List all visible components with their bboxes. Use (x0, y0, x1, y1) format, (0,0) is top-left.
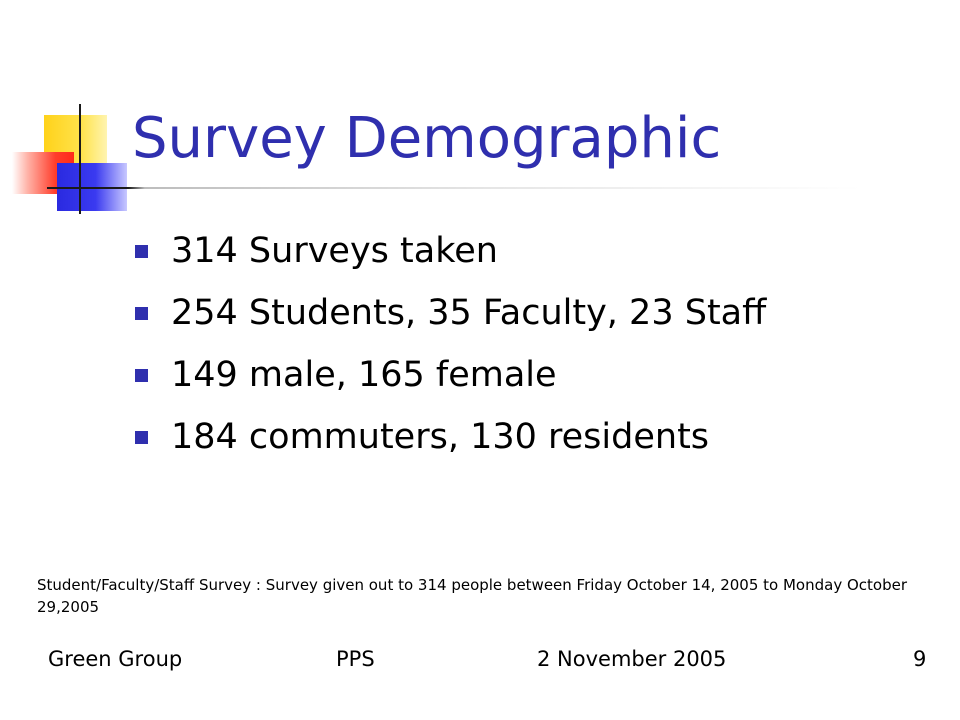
bullet-item: 184 commuters, 130 residents (135, 406, 766, 468)
footer-date: 2 November 2005 (537, 647, 727, 671)
bullet-text: 184 commuters, 130 residents (171, 417, 710, 457)
logo-vertical-line (79, 104, 81, 214)
bullet-item: 254 Students, 35 Faculty, 23 Staff (135, 282, 766, 344)
square-bullet-icon (135, 430, 148, 444)
footer-group-name: Green Group (48, 647, 183, 671)
bullet-item: 149 male, 165 female (135, 344, 766, 406)
square-bullet-icon (135, 368, 148, 382)
bullet-item: 314 Surveys taken (135, 220, 766, 282)
slide-title: Survey Demographic (132, 106, 722, 171)
title-underline (47, 187, 862, 189)
bullet-text: 149 male, 165 female (171, 355, 557, 395)
bullet-text: 254 Students, 35 Faculty, 23 Staff (171, 293, 767, 333)
page-number: 9 (913, 647, 927, 671)
square-bullet-icon (135, 306, 148, 320)
footer-center-text: PPS (336, 647, 375, 671)
bullet-list: 314 Surveys taken 254 Students, 35 Facul… (135, 220, 766, 468)
bullet-text: 314 Surveys taken (171, 231, 498, 271)
survey-note: Student/Faculty/Staff Survey : Survey gi… (37, 576, 907, 616)
square-bullet-icon (135, 244, 148, 258)
